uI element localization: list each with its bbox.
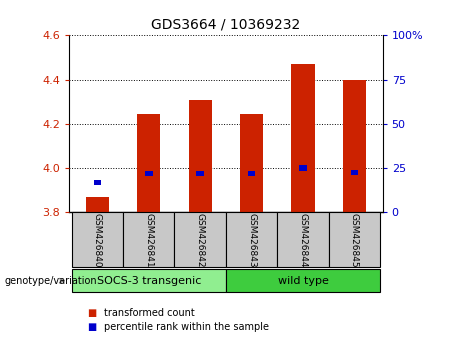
Text: percentile rank within the sample: percentile rank within the sample — [104, 322, 269, 332]
Bar — [343, 80, 366, 212]
Bar — [189, 99, 212, 212]
Bar — [145, 171, 153, 176]
Bar — [196, 171, 204, 176]
Bar — [240, 114, 263, 212]
Bar — [277, 212, 329, 267]
Title: GDS3664 / 10369232: GDS3664 / 10369232 — [151, 17, 301, 32]
Bar — [137, 114, 160, 212]
Bar — [350, 170, 358, 175]
Bar — [226, 212, 277, 267]
Text: transformed count: transformed count — [104, 308, 195, 318]
Text: SOCS-3 transgenic: SOCS-3 transgenic — [97, 275, 201, 286]
Bar — [299, 165, 307, 171]
Bar — [248, 171, 255, 176]
Text: genotype/variation: genotype/variation — [5, 276, 97, 286]
Text: GSM426841: GSM426841 — [144, 212, 154, 267]
Text: ■: ■ — [88, 322, 97, 332]
Text: GSM426844: GSM426844 — [298, 213, 307, 267]
Text: wild type: wild type — [278, 275, 328, 286]
Bar — [175, 212, 226, 267]
Bar — [329, 212, 380, 267]
Bar — [86, 197, 109, 212]
Bar — [123, 212, 175, 267]
Text: GSM426840: GSM426840 — [93, 212, 102, 267]
Bar — [226, 269, 380, 292]
Bar — [72, 269, 226, 292]
Bar — [291, 64, 314, 212]
Bar — [72, 212, 123, 267]
Text: GSM426843: GSM426843 — [247, 212, 256, 267]
Text: GSM426845: GSM426845 — [350, 212, 359, 267]
Text: ■: ■ — [88, 308, 97, 318]
Bar — [94, 180, 101, 185]
Text: GSM426842: GSM426842 — [196, 213, 205, 267]
